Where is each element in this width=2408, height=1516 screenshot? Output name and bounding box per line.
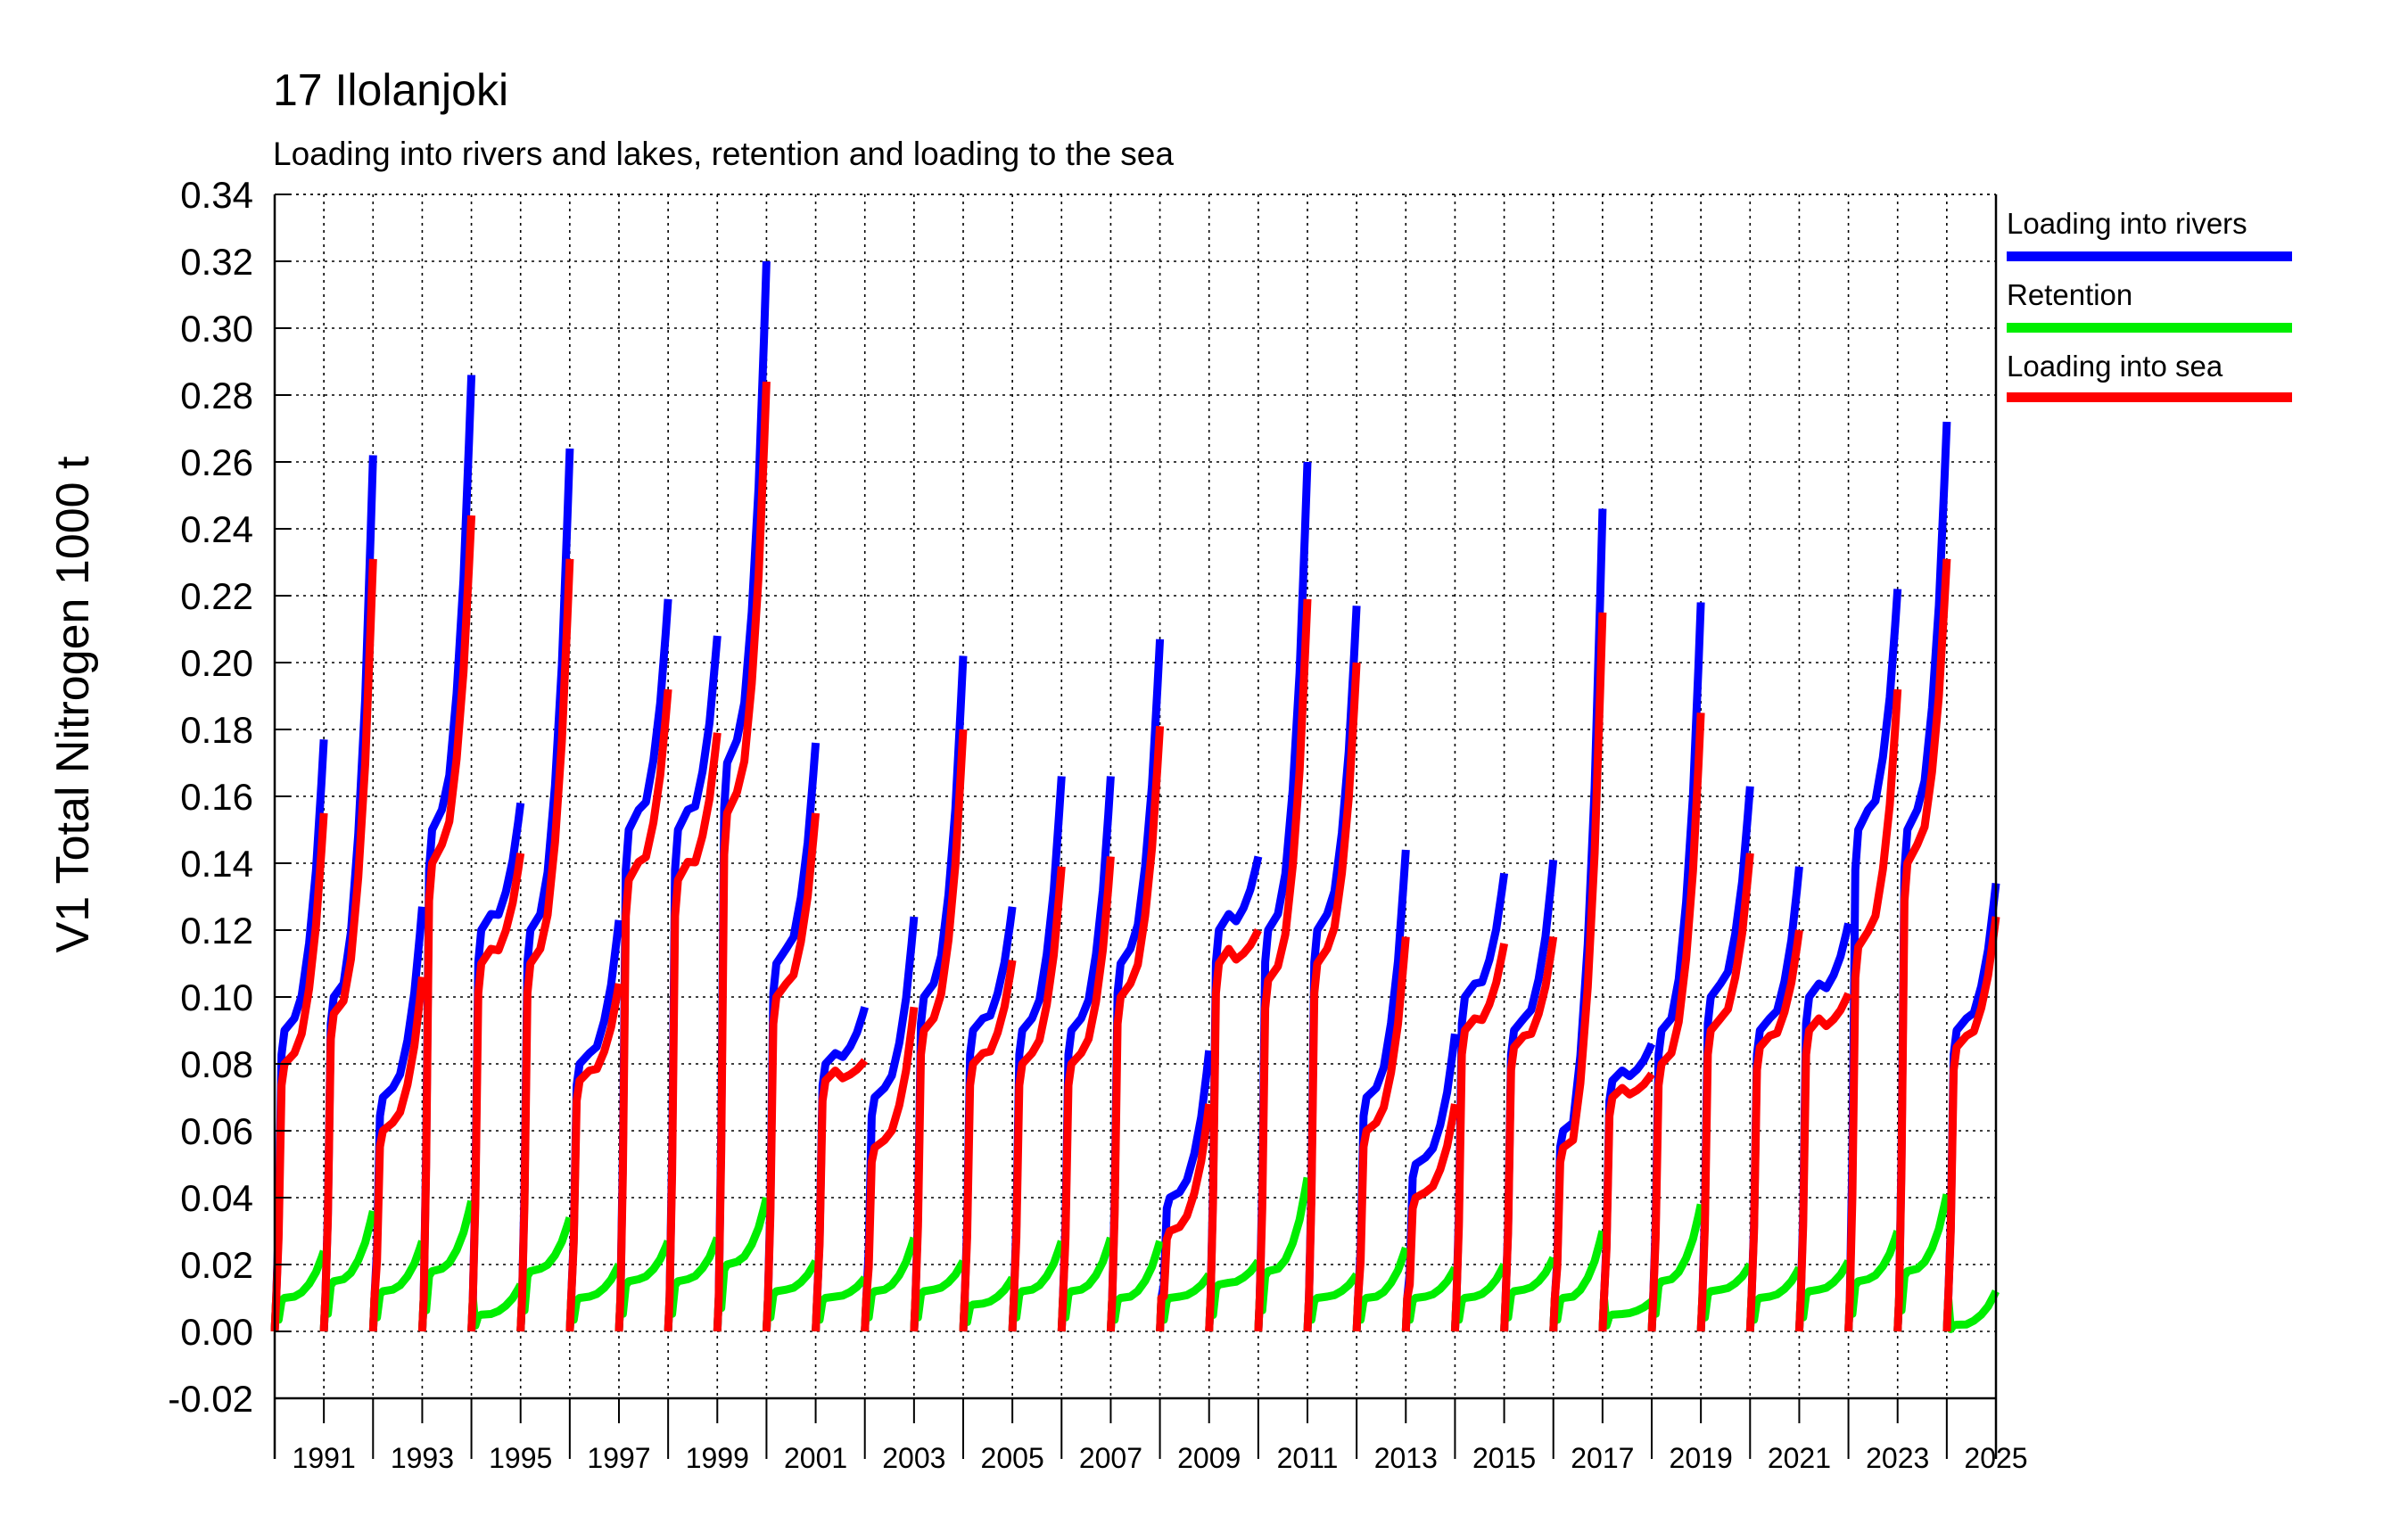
- grid-lines: [275, 194, 1997, 1399]
- legend-swatch-sea: [2007, 392, 2292, 402]
- axes: -0.02 0.00 0.02 0.04 0.06 0.08 0.10 0.12 0.14 0.1…: [168, 174, 2027, 1474]
- x-tick-label: 2017: [1571, 1442, 1634, 1474]
- y-tick-label: 0.24: [180, 508, 253, 550]
- x-tick-label: 1999: [686, 1442, 749, 1474]
- x-tick-label: 2023: [1866, 1442, 1929, 1474]
- x-tick-label: 2001: [784, 1442, 847, 1474]
- y-tick-label: 0.14: [180, 843, 253, 885]
- x-tick-label: 1997: [587, 1442, 650, 1474]
- y-tick-label: 0.00: [180, 1311, 253, 1353]
- x-tick-label: 2013: [1374, 1442, 1438, 1474]
- series-lines: [270, 260, 2000, 1333]
- y-tick-label: 0.04: [180, 1177, 253, 1219]
- chart-title: 17 Ilolanjoki: [273, 65, 509, 115]
- y-tick-label: 0.08: [180, 1043, 253, 1085]
- x-tick-label: 2007: [1079, 1442, 1142, 1474]
- y-tick-label: 0.16: [180, 776, 253, 818]
- y-tick-label: 0.12: [180, 910, 253, 952]
- y-tick-label: 0.26: [180, 441, 253, 483]
- x-tick-label: 1993: [391, 1442, 454, 1474]
- series-line-sea: [270, 381, 2000, 1332]
- y-tick-label: 0.02: [180, 1244, 253, 1286]
- x-tick-label: 2003: [882, 1442, 945, 1474]
- y-tick-label: 0.28: [180, 375, 253, 416]
- legend-swatch-rivers: [2007, 251, 2292, 261]
- x-tick-label: 2019: [1670, 1442, 1733, 1474]
- x-tick-label: 2009: [1177, 1442, 1241, 1474]
- legend-label-retention: Retention: [2007, 278, 2133, 311]
- y-axis-label: V1 Total Nitrogen 1000 t: [47, 456, 99, 953]
- x-tick-label: 1995: [489, 1442, 552, 1474]
- y-tick-label: 0.34: [180, 174, 253, 216]
- series-line-retention: [270, 1176, 2000, 1333]
- legend-swatch-retention: [2007, 323, 2292, 333]
- y-tick-label: 0.18: [180, 709, 253, 751]
- y-tick-label: 0.06: [180, 1110, 253, 1152]
- y-tick-label: 0.32: [180, 241, 253, 283]
- y-tick-label: 0.22: [180, 575, 253, 617]
- y-tick-label: -0.02: [168, 1378, 253, 1420]
- x-tick-label: 2015: [1472, 1442, 1536, 1474]
- x-tick-label: 2005: [981, 1442, 1044, 1474]
- x-tick-label: 2011: [1277, 1442, 1339, 1474]
- chart-subtitle: Loading into rivers and lakes, retention…: [273, 136, 1174, 172]
- series-line-rivers: [270, 260, 2000, 1332]
- x-tick-label: 1991: [293, 1442, 356, 1474]
- x-tick-label: 2021: [1768, 1442, 1831, 1474]
- y-tick-label: 0.10: [180, 976, 253, 1018]
- y-tick-label: 0.20: [180, 642, 253, 684]
- legend-label-rivers: Loading into rivers: [2007, 207, 2247, 240]
- y-tick-label: 0.30: [180, 308, 253, 350]
- legend-label-sea: Loading into sea: [2007, 350, 2223, 383]
